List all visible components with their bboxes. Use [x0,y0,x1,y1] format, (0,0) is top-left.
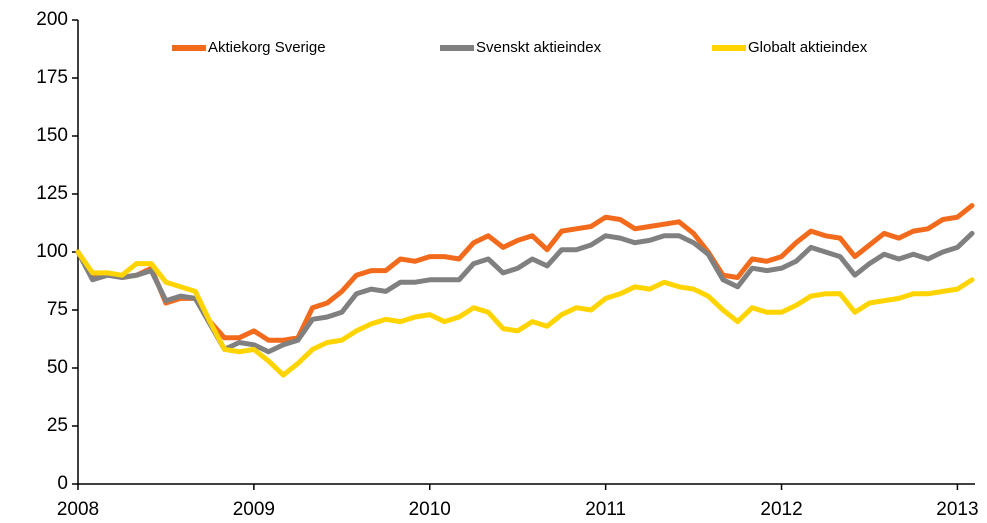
y-tick-label: 175 [36,67,68,88]
y-tick-label: 25 [47,415,68,436]
legend-label: Aktiekorg Sverige [208,39,326,56]
y-tick-label: 100 [36,241,68,262]
y-tick-label: 75 [47,299,68,320]
y-tick-label: 125 [36,183,68,204]
x-tick-label: 2011 [585,499,626,520]
x-tick-label: 2010 [409,499,451,520]
x-tick-label: 2012 [760,499,802,520]
y-tick-label: 50 [47,357,68,378]
x-tick-label: 2013 [936,499,978,520]
series-line [75,249,975,378]
y-tick-label: 150 [36,125,68,146]
legend-label: Svenskt aktieindex [476,39,602,56]
legend-label: Globalt aktieindex [748,39,868,56]
series-line [75,203,975,343]
x-tick-label: 2009 [233,499,275,520]
y-tick-label: 200 [36,9,68,30]
y-tick-label: 0 [57,473,68,494]
x-tick-label: 2008 [57,499,99,520]
